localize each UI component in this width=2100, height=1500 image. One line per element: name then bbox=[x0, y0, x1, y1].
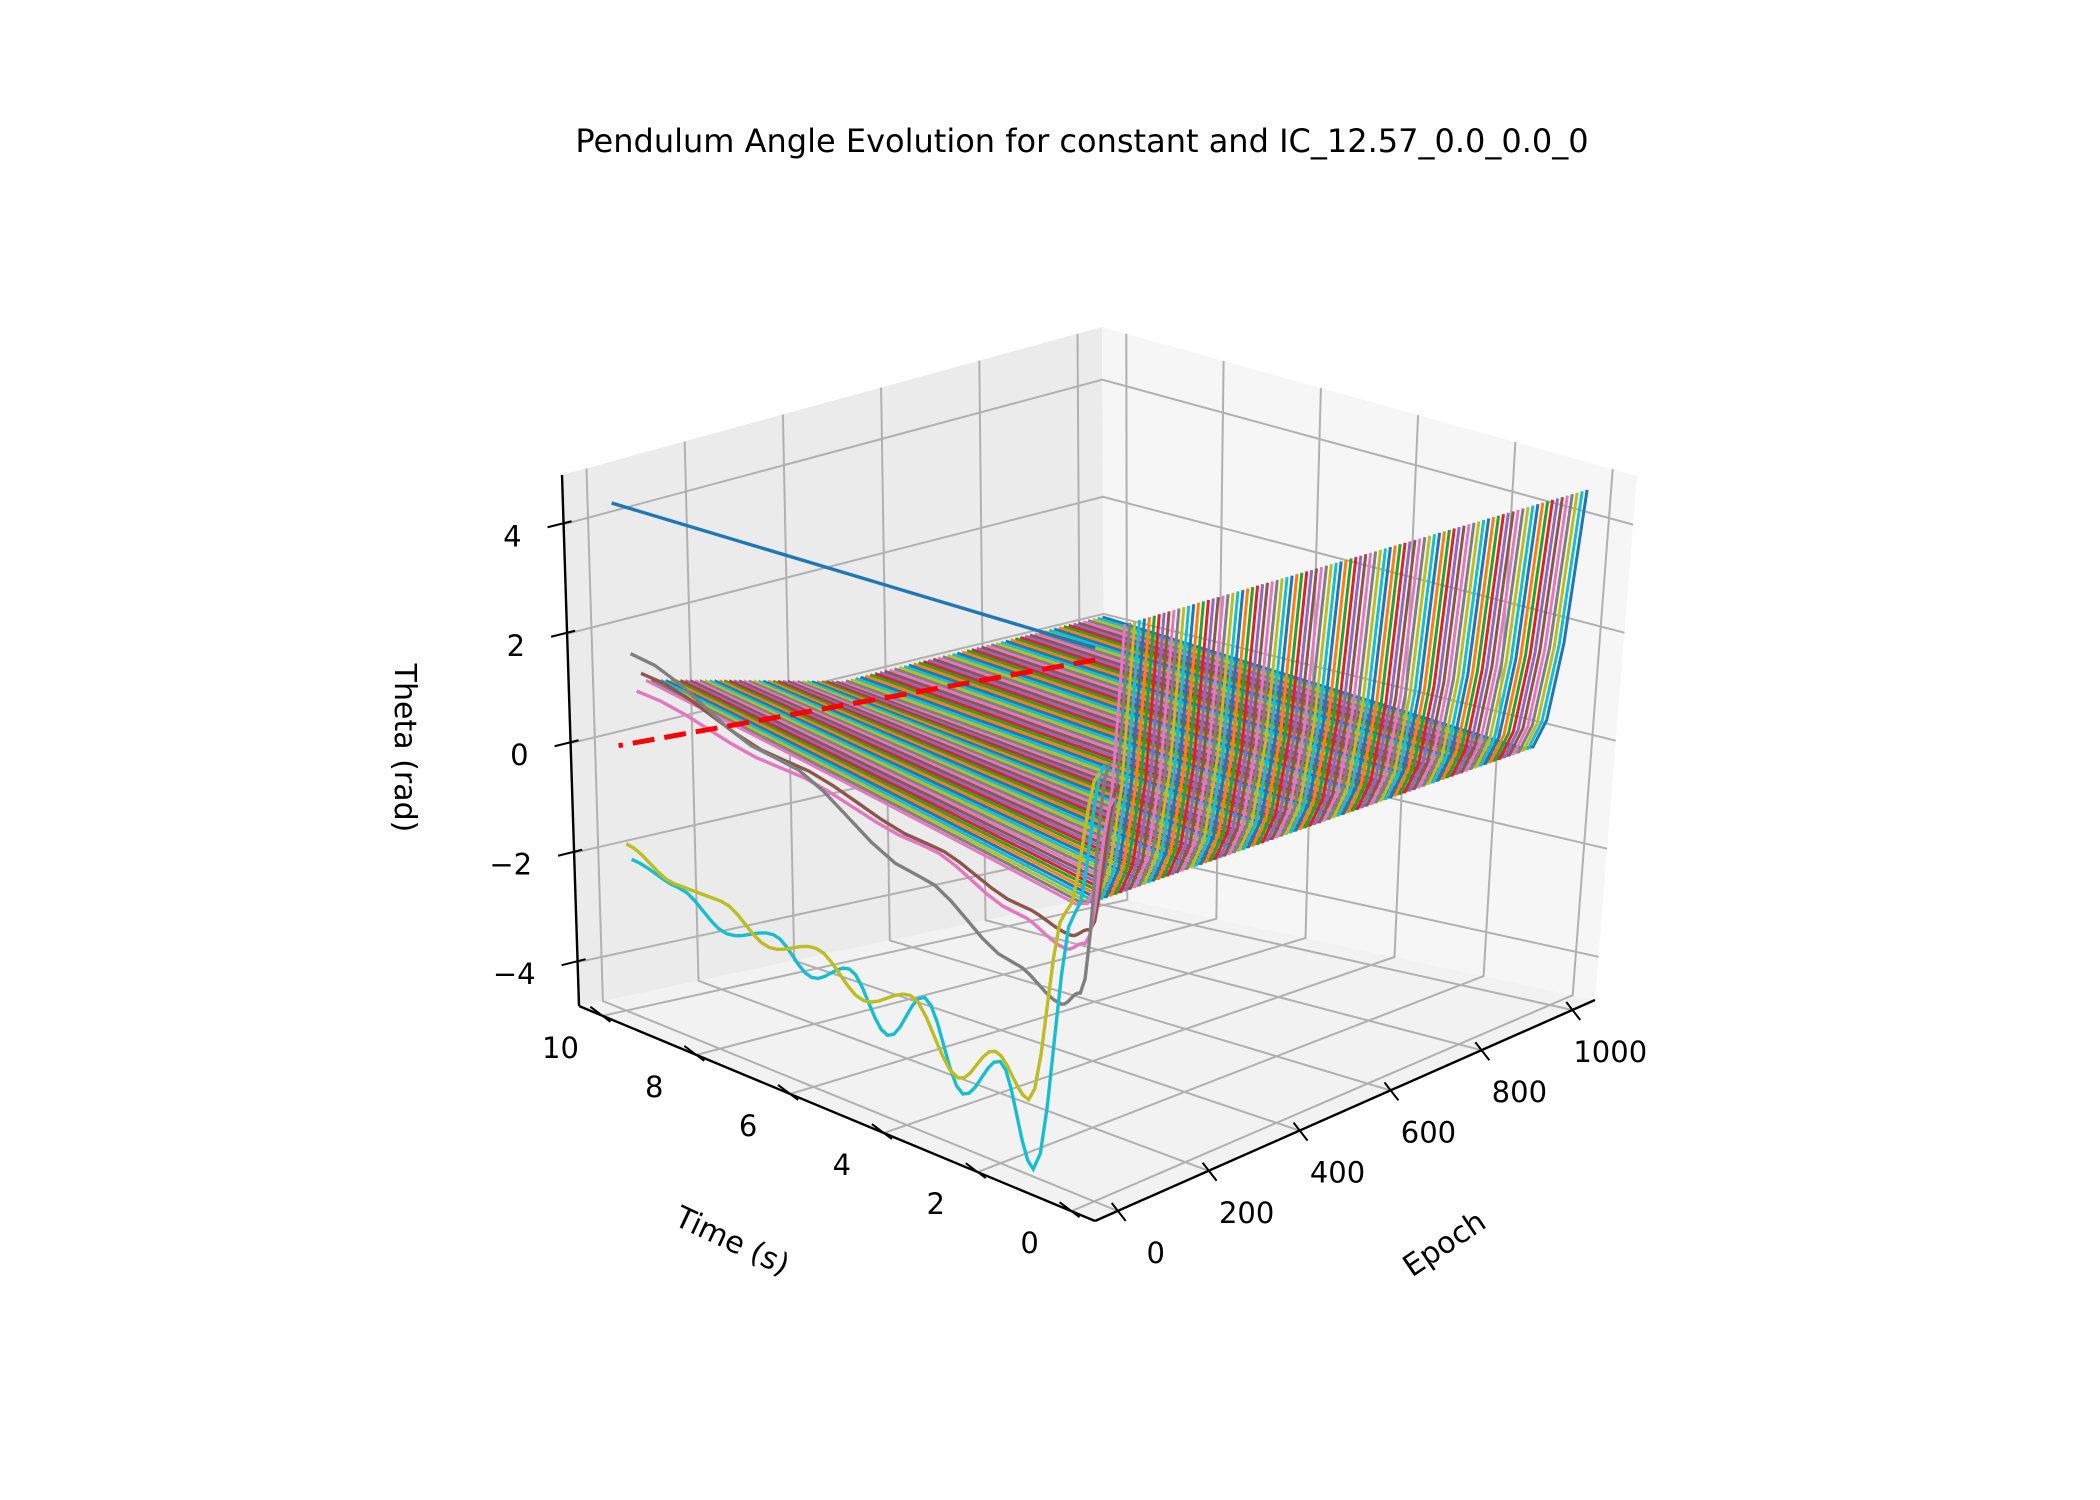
x-gridline bbox=[978, 360, 1482, 1052]
z-tick-mark bbox=[550, 629, 576, 638]
y-axis-line bbox=[578, 1004, 1096, 1223]
z-tick-mark bbox=[561, 958, 586, 967]
y-tick-mark bbox=[871, 1123, 893, 1140]
tick-labels: 0 200 400 600 800 1000 0 2 4 6 8 10 −4 −2 0 2 4 bbox=[489, 519, 1647, 1270]
y-gridline bbox=[1071, 469, 1614, 1213]
x-gridline bbox=[683, 441, 1209, 1172]
z-tick-label: −4 bbox=[493, 957, 536, 991]
z-tick-label: 0 bbox=[510, 738, 528, 772]
x-axis-line bbox=[1094, 998, 1596, 1223]
z-tick-mark bbox=[557, 848, 583, 857]
series-line bbox=[664, 618, 1146, 899]
series-lines bbox=[611, 489, 1589, 1173]
axis-lines bbox=[560, 474, 1596, 1223]
y-tick-label: 4 bbox=[833, 1148, 851, 1182]
y-tick-mark bbox=[589, 1005, 612, 1023]
series-line bbox=[660, 619, 1142, 901]
y-tick-label: 10 bbox=[542, 1031, 579, 1065]
x-tick-mark bbox=[1292, 1121, 1309, 1142]
y-gridline bbox=[602, 333, 1129, 1017]
highlight-series-line bbox=[630, 764, 1107, 1173]
y-gridline bbox=[696, 360, 1225, 1056]
y-tick-mark bbox=[1058, 1201, 1081, 1219]
x-tick-label: 1000 bbox=[1573, 1035, 1647, 1069]
x-tick-mark bbox=[1474, 1041, 1491, 1061]
series-line bbox=[669, 616, 1151, 898]
series-line bbox=[655, 621, 1137, 903]
z-tick-label: 4 bbox=[503, 519, 521, 553]
series-line bbox=[645, 624, 1127, 906]
z-axis-line bbox=[560, 474, 581, 1007]
y-tick-label: 2 bbox=[927, 1187, 945, 1221]
x-tick-label: 800 bbox=[1492, 1075, 1547, 1109]
x-tick-mark bbox=[1383, 1081, 1400, 1102]
x-gridline bbox=[880, 387, 1391, 1092]
y-tick-label: 8 bbox=[645, 1070, 663, 1104]
x-tick-label: 600 bbox=[1401, 1115, 1456, 1149]
y-gridline bbox=[883, 414, 1420, 1134]
chart-title: Pendulum Angle Evolution for constant an… bbox=[575, 122, 1588, 160]
x-tick-label: 200 bbox=[1219, 1196, 1274, 1230]
y-tick-mark bbox=[777, 1084, 799, 1101]
y-gridline bbox=[977, 442, 1517, 1174]
target-line bbox=[618, 657, 1096, 749]
z-tick-mark bbox=[547, 520, 572, 529]
x-tick-mark bbox=[1110, 1202, 1127, 1222]
x-gridline bbox=[585, 468, 1119, 1212]
z-tick-label: −2 bbox=[489, 848, 532, 882]
highlight-series-line bbox=[635, 689, 1116, 951]
y-tick-label: 6 bbox=[739, 1109, 757, 1143]
y-tick-mark bbox=[683, 1045, 705, 1062]
highlight-series-line bbox=[611, 501, 1096, 650]
z-gridline bbox=[563, 378, 1634, 526]
highlight-series-line bbox=[625, 771, 1102, 1103]
highlight-series-line bbox=[629, 652, 1112, 1006]
y-tick-label: 0 bbox=[1020, 1226, 1038, 1260]
x-tick-mark bbox=[1565, 1001, 1582, 1021]
x-tick-label: 0 bbox=[1147, 1236, 1165, 1270]
series-line bbox=[650, 622, 1132, 904]
floor-pane bbox=[579, 895, 1595, 1221]
series-line bbox=[674, 615, 1156, 896]
grid-lines bbox=[563, 333, 1634, 1213]
x-tick-mark bbox=[1201, 1162, 1218, 1182]
z-tick-label: 2 bbox=[507, 629, 525, 663]
z-axis-label: Theta (rad) bbox=[387, 663, 422, 833]
z-tick-mark bbox=[554, 739, 579, 748]
x-tick-label: 400 bbox=[1310, 1156, 1365, 1190]
y-tick-mark bbox=[965, 1162, 987, 1179]
